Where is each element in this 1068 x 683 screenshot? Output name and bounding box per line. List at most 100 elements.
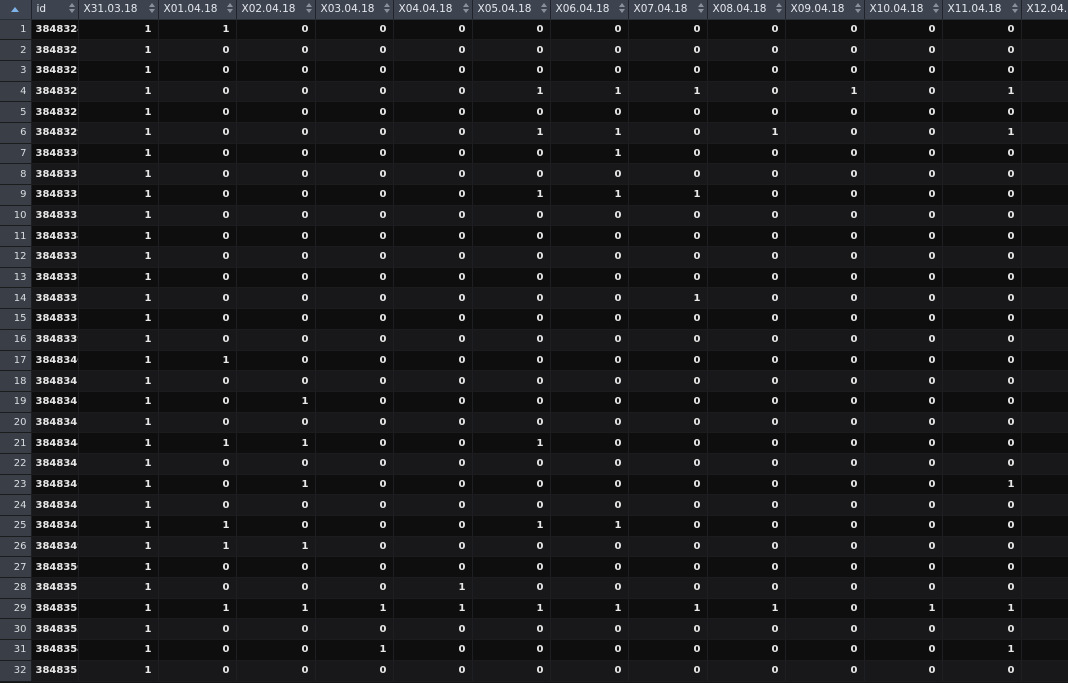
value-cell[interactable]: 0 [785, 598, 865, 620]
value-cell[interactable]: 0 [393, 660, 473, 682]
value-cell[interactable]: 0 [158, 287, 237, 310]
table-row[interactable]: 1838483411000000000000 [0, 370, 1068, 392]
value-cell[interactable]: 0 [315, 618, 394, 641]
id-cell[interactable]: 3848325 [31, 39, 79, 61]
value-cell[interactable]: 0 [785, 639, 865, 661]
value-cell[interactable]: 0 [942, 391, 1022, 413]
value-cell[interactable]: 0 [942, 287, 1022, 310]
value-cell[interactable]: 0 [158, 246, 237, 268]
value-cell[interactable]: 0 [707, 494, 786, 516]
value-cell[interactable]: 0 [628, 225, 708, 248]
id-cell[interactable]: 3848348 [31, 515, 79, 537]
table-row[interactable]: 338483261000000000000 [0, 60, 1068, 82]
column-header[interactable]: id [31, 0, 79, 20]
id-cell[interactable]: 3848330 [31, 143, 79, 165]
id-cell[interactable]: 3848354 [31, 639, 79, 661]
value-cell[interactable]: 0 [315, 246, 394, 268]
value-cell[interactable]: 1 [785, 81, 865, 103]
value-cell[interactable]: 0 [236, 122, 316, 144]
value-cell[interactable]: 0 [942, 577, 1022, 599]
value-cell[interactable]: 0 [785, 246, 865, 268]
value-cell[interactable]: 0 [864, 474, 943, 496]
table-row[interactable]: 3038483531000000000000 [0, 618, 1068, 641]
value-cell[interactable]: 0 [864, 618, 943, 641]
value-cell[interactable]: 0 [942, 494, 1022, 516]
value-cell[interactable]: 0 [785, 205, 865, 227]
value-cell[interactable]: 0 [236, 577, 316, 599]
value-cell[interactable]: 0 [472, 370, 551, 392]
value-cell[interactable]: 1 [78, 246, 159, 268]
id-cell[interactable]: 3848326 [31, 60, 79, 82]
value-cell[interactable]: 0 [785, 60, 865, 82]
table-row[interactable]: 2538483481100011000000 [0, 515, 1068, 537]
value-cell[interactable]: 0 [864, 287, 943, 310]
value-cell[interactable]: 0 [864, 391, 943, 413]
value-cell[interactable]: 0 [236, 287, 316, 310]
value-cell[interactable]: 0 [550, 536, 629, 558]
value-cell[interactable]: 0 [393, 370, 473, 392]
value-cell[interactable]: 1 [78, 287, 159, 310]
value-cell[interactable]: 1 [707, 598, 786, 620]
value-cell[interactable]: 1 [472, 184, 551, 206]
value-cell[interactable]: 0 [864, 350, 943, 372]
value-cell[interactable]: 0 [393, 122, 473, 144]
value-cell[interactable]: 0 [236, 143, 316, 165]
value-cell[interactable]: 0 [707, 81, 786, 103]
value-cell[interactable]: 0 [472, 60, 551, 82]
value-cell[interactable]: 0 [472, 329, 551, 351]
value-cell[interactable]: 1 [550, 598, 629, 620]
value-cell[interactable]: 0 [315, 60, 394, 82]
value-cell[interactable]: 1 [472, 81, 551, 103]
value-cell[interactable]: 0 [864, 556, 943, 579]
value-cell[interactable]: 0 [785, 494, 865, 516]
value-cell[interactable]: 0 [393, 287, 473, 310]
value-cell[interactable]: 0 [785, 577, 865, 599]
value-cell[interactable]: 0 [393, 143, 473, 165]
value-cell[interactable]: 0 [393, 618, 473, 641]
value-cell[interactable]: 0 [158, 184, 237, 206]
value-cell[interactable]: 0 [628, 412, 708, 434]
id-cell[interactable]: 3848332 [31, 184, 79, 206]
value-cell[interactable]: 0 [550, 39, 629, 61]
value-cell[interactable]: 1 [472, 432, 551, 454]
value-cell[interactable]: 0 [158, 122, 237, 144]
value-cell[interactable]: 0 [158, 494, 237, 516]
value-cell[interactable]: 1 [78, 536, 159, 558]
value-cell[interactable]: 0 [158, 618, 237, 641]
value-cell[interactable]: 0 [628, 19, 708, 41]
value-cell[interactable]: 0 [158, 143, 237, 165]
value-cell[interactable]: 0 [628, 39, 708, 61]
value-cell[interactable]: 0 [628, 515, 708, 537]
value-cell[interactable]: 0 [315, 39, 394, 61]
column-header[interactable]: X02.04.18 [236, 0, 316, 20]
value-cell[interactable]: 0 [393, 101, 473, 123]
value-cell[interactable]: 0 [393, 184, 473, 206]
value-cell[interactable]: 0 [315, 329, 394, 351]
value-cell[interactable]: 0 [864, 39, 943, 61]
id-cell[interactable]: 3848345 [31, 453, 79, 475]
value-cell[interactable]: 0 [707, 184, 786, 206]
value-cell[interactable]: 0 [864, 536, 943, 558]
value-cell[interactable]: 1 [942, 474, 1022, 496]
value-cell[interactable]: 0 [864, 453, 943, 475]
value-cell[interactable]: 0 [158, 412, 237, 434]
value-cell[interactable]: 0 [236, 494, 316, 516]
value-cell[interactable]: 0 [707, 453, 786, 475]
value-cell[interactable]: 0 [628, 308, 708, 330]
id-cell[interactable]: 3848347 [31, 494, 79, 516]
value-cell[interactable]: 0 [393, 432, 473, 454]
value-cell[interactable]: 0 [1021, 515, 1068, 537]
value-cell[interactable]: 1 [78, 660, 159, 682]
value-cell[interactable]: 0 [942, 39, 1022, 61]
value-cell[interactable]: 0 [1021, 536, 1068, 558]
value-cell[interactable]: 1 [78, 81, 159, 103]
value-cell[interactable]: 0 [942, 163, 1022, 185]
value-cell[interactable]: 0 [707, 660, 786, 682]
value-cell[interactable]: 1 [78, 60, 159, 82]
value-cell[interactable]: 0 [550, 474, 629, 496]
value-cell[interactable]: 1 [236, 391, 316, 413]
value-cell[interactable]: 0 [864, 143, 943, 165]
value-cell[interactable]: 0 [785, 184, 865, 206]
value-cell[interactable]: 1 [78, 474, 159, 496]
value-cell[interactable]: 0 [236, 267, 316, 289]
